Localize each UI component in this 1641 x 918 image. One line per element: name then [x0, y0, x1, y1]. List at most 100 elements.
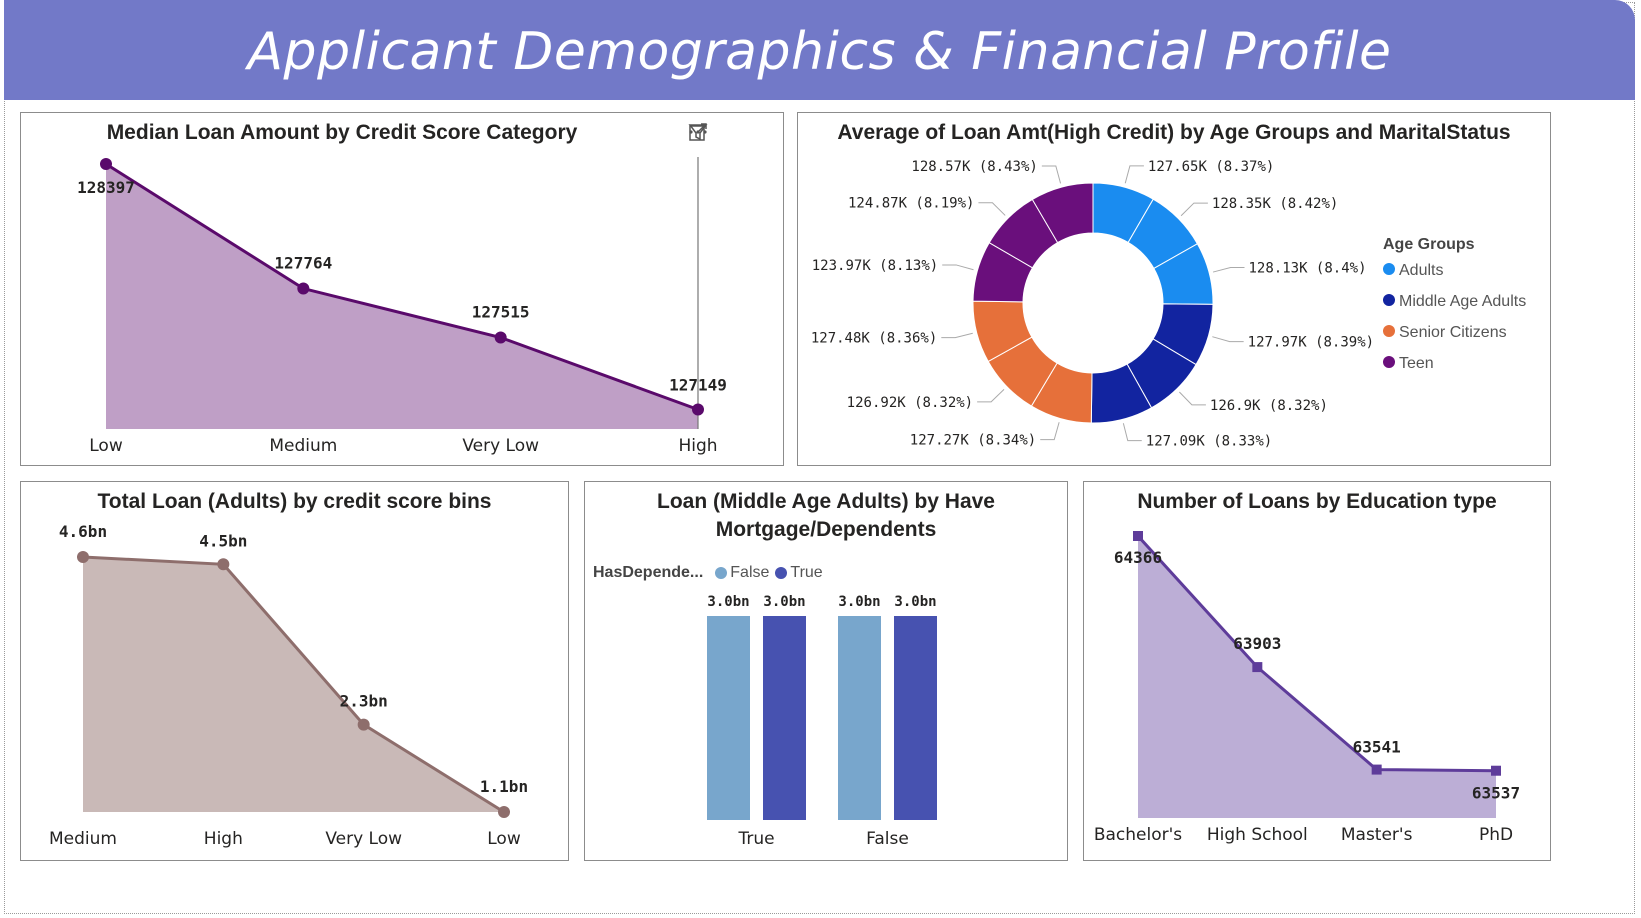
loan-mid-age-chart: 3.0bn 3.0bn True 3.0bn 3.0bn False — [707, 594, 937, 849]
donut-legend-dot — [1383, 263, 1395, 275]
num-loans-x-tick: Bachelor's — [1094, 825, 1182, 845]
donut-slice-label: 127.65K (8.37%) — [1148, 159, 1274, 175]
total-loan-point — [217, 558, 230, 571]
bar-x-tick: True — [737, 829, 774, 849]
num-loans-point — [1491, 765, 1501, 776]
donut-slice-label: 128.13K (8.4%) — [1249, 261, 1367, 277]
median-loan-line — [105, 162, 699, 411]
donut-legend-dot — [1383, 294, 1395, 306]
num-loans-data-label: 63537 — [1472, 784, 1520, 803]
donut-leader-line — [1040, 422, 1060, 441]
median-loan-x-tick: Low — [89, 436, 123, 456]
legend-item-true[interactable]: True — [775, 564, 823, 582]
donut-legend-item: Middle Age Adults — [1399, 293, 1526, 310]
median-loan-point — [494, 331, 507, 344]
title-banner: Applicant Demographics & Financial Profi… — [4, 0, 1635, 100]
median-loan-point — [100, 158, 112, 170]
median-loan-chart: 128397 Low 127764 Medium 127515 Very Low 12714… — [77, 157, 727, 456]
total-loan-adults-chart: 4.6bn Medium 4.5bn High 2.3bn Very Low 1.1bn Lo… — [49, 522, 528, 849]
total-loan-point — [77, 551, 89, 563]
donut-slice-label: 126.92K (8.32%) — [847, 395, 973, 411]
total-loan-data-label: 2.3bn — [340, 692, 388, 711]
donut-slice-label: 127.97K (8.39%) — [1248, 335, 1374, 351]
bar-x-tick: False — [866, 829, 909, 849]
donut-slice-label: 128.57K (8.43%) — [911, 159, 1037, 175]
donut-leader-line — [1179, 391, 1206, 406]
num-loans-data-label: 63903 — [1233, 634, 1281, 653]
bar — [838, 616, 881, 820]
donut-slice-label: 123.97K (8.13%) — [812, 258, 938, 274]
total-loan-data-label: 4.6bn — [59, 522, 107, 541]
donut-leader-line — [978, 202, 1006, 216]
bar-legend: HasDepende... False True — [593, 564, 823, 582]
num-loans-x-tick: Master's — [1341, 825, 1413, 845]
median-loan-data-label: 127764 — [274, 254, 332, 273]
median-loan-point — [692, 403, 704, 416]
total-loan-adults-title: Total Loan (Adults) by credit score bins — [97, 490, 492, 513]
median-loan-point — [297, 282, 310, 295]
avg-loan-donut-panel[interactable]: Average of Loan Amt(High Credit) by Age … — [797, 112, 1551, 466]
donut-leader-line — [1212, 336, 1244, 343]
num-loans-edu-title: Number of Loans by Education type — [1137, 490, 1497, 513]
donut-legend-title: Age Groups — [1383, 236, 1475, 253]
median-loan-data-label: 127515 — [472, 303, 530, 322]
legend-label: False — [730, 564, 770, 581]
median-loan-data-label: 127149 — [669, 376, 727, 395]
total-loan-line — [82, 555, 505, 814]
median-loan-x-tick: Medium — [269, 436, 337, 456]
median-loan-x-tick: High — [678, 436, 717, 456]
donut-legend-item: Adults — [1399, 262, 1443, 279]
loan-mid-age-panel[interactable]: Loan (Middle Age Adults) by Have Mortgag… — [584, 481, 1068, 861]
num-loans-edu-chart: 64366 Bachelor's 63903 High School 63541 Mast… — [1094, 531, 1520, 845]
donut-slice-label: 124.87K (8.19%) — [848, 196, 974, 212]
total-loan-point — [357, 718, 370, 731]
bar — [894, 616, 937, 820]
median-loan-panel[interactable]: Median Loan Amount by Credit Score Categ… — [20, 112, 784, 466]
legend-dot — [715, 566, 728, 579]
num-loans-area-fill — [1138, 536, 1496, 818]
legend-item-false[interactable]: False — [715, 564, 769, 582]
num-loans-edu-panel[interactable]: Number of Loans by Education type 64366 B… — [1083, 481, 1551, 861]
donut-leader-line — [942, 264, 974, 271]
total-loan-data-label: 4.5bn — [199, 531, 247, 550]
num-loans-x-tick: High School — [1207, 825, 1308, 845]
legend-dot — [775, 566, 788, 579]
bar — [763, 616, 806, 820]
more-options-icon[interactable] — [689, 121, 777, 143]
donut-leader-line — [941, 332, 973, 339]
total-loan-x-tick: Medium — [49, 829, 117, 849]
median-loan-x-tick: Very Low — [462, 436, 539, 456]
donut-leader-line — [1180, 202, 1208, 217]
avg-loan-donut-chart: 127.65K (8.37%) 128.35K (8.42%) 128.13K (8… — [811, 159, 1526, 450]
donut-leader-line — [1122, 423, 1142, 442]
donut-legend-dot — [1383, 325, 1395, 337]
num-loans-point — [1133, 531, 1143, 541]
bar-data-label: 3.0bn — [763, 594, 805, 610]
num-loans-point — [1252, 662, 1263, 673]
num-loans-data-label: 64366 — [1114, 548, 1162, 567]
donut-leader-line — [977, 389, 1005, 403]
donut-leader-line — [1041, 165, 1062, 184]
donut-slice-label: 126.9K (8.32%) — [1210, 398, 1328, 414]
visual-header — [687, 121, 777, 143]
total-loan-data-label: 1.1bn — [480, 777, 528, 796]
donut-leader-line — [1124, 165, 1144, 184]
median-loan-title: Median Loan Amount by Credit Score Categ… — [106, 121, 578, 144]
total-loan-adults-panel[interactable]: Total Loan (Adults) by credit score bins… — [20, 481, 569, 861]
donut-slice-label: 127.27K (8.34%) — [910, 433, 1036, 449]
num-loans-point — [1371, 764, 1382, 775]
donut-slice — [1031, 182, 1094, 244]
loan-mid-age-title: Loan (Middle Age Adults) by Have Mortgag… — [657, 490, 995, 541]
donut-leader-line — [1212, 267, 1245, 273]
donut-legend-item: Senior Citizens — [1399, 324, 1507, 341]
total-loan-x-tick: High — [204, 829, 243, 849]
donut-legend-dot — [1383, 356, 1395, 368]
total-loan-area-fill — [83, 557, 504, 812]
total-loan-x-tick: Very Low — [325, 829, 402, 849]
median-loan-data-label: 128397 — [77, 178, 135, 197]
page-title: Applicant Demographics & Financial Profi… — [247, 22, 1392, 82]
donut-slice-label: 128.35K (8.42%) — [1212, 196, 1338, 212]
legend-label: True — [790, 564, 823, 581]
bar-legend-title: HasDepende... — [593, 564, 704, 581]
num-loans-line — [1136, 534, 1497, 773]
